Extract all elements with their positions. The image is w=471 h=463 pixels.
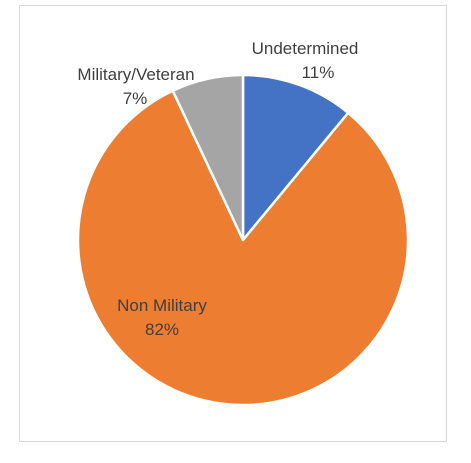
pie-slice-military-veteran bbox=[171, 73, 245, 242]
slice-pct-non-military: 82% bbox=[145, 320, 179, 339]
slice-pct-military-veteran: 7% bbox=[123, 89, 148, 108]
slice-label-non-military: Non Military bbox=[117, 296, 207, 315]
slice-label-military-veteran: Military/Veteran bbox=[77, 65, 194, 84]
slice-label-undetermined: Undetermined bbox=[252, 39, 359, 58]
pie-slice-non-military bbox=[76, 89, 410, 407]
slice-pct-undetermined: 11% bbox=[302, 63, 335, 82]
pie-slices bbox=[76, 73, 410, 407]
pie-slice-undetermined bbox=[241, 73, 350, 242]
